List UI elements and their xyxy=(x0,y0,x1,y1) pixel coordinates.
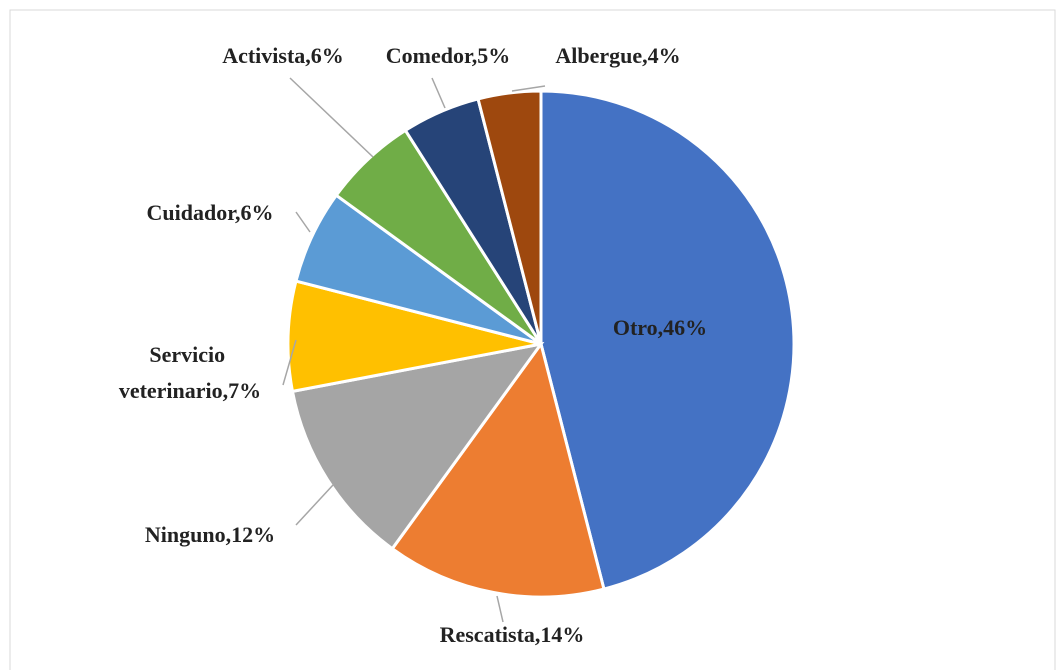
pie-slice xyxy=(539,89,796,591)
data-label: Comedor,5% xyxy=(386,43,510,68)
data-label: Rescatista,14% xyxy=(440,622,585,647)
data-label: Otro,46% xyxy=(613,315,707,340)
data-label: Cuidador,6% xyxy=(147,200,274,225)
leader-line xyxy=(282,339,297,386)
leader-line xyxy=(289,77,374,158)
pie-slice xyxy=(476,89,543,345)
leader-line xyxy=(295,211,311,233)
leader-line xyxy=(431,77,446,109)
data-label: Albergue,4% xyxy=(555,43,680,68)
leader-line xyxy=(295,484,334,526)
data-label: Activista,6% xyxy=(222,43,344,68)
pie-slice xyxy=(286,279,542,394)
data-label: Ninguno,12% xyxy=(145,522,275,547)
data-label: Servicio veterinario,7% xyxy=(119,342,261,403)
leader-line xyxy=(496,595,504,623)
leader-line xyxy=(511,85,546,92)
pie-slice xyxy=(390,340,606,599)
pie-slice xyxy=(290,341,545,551)
